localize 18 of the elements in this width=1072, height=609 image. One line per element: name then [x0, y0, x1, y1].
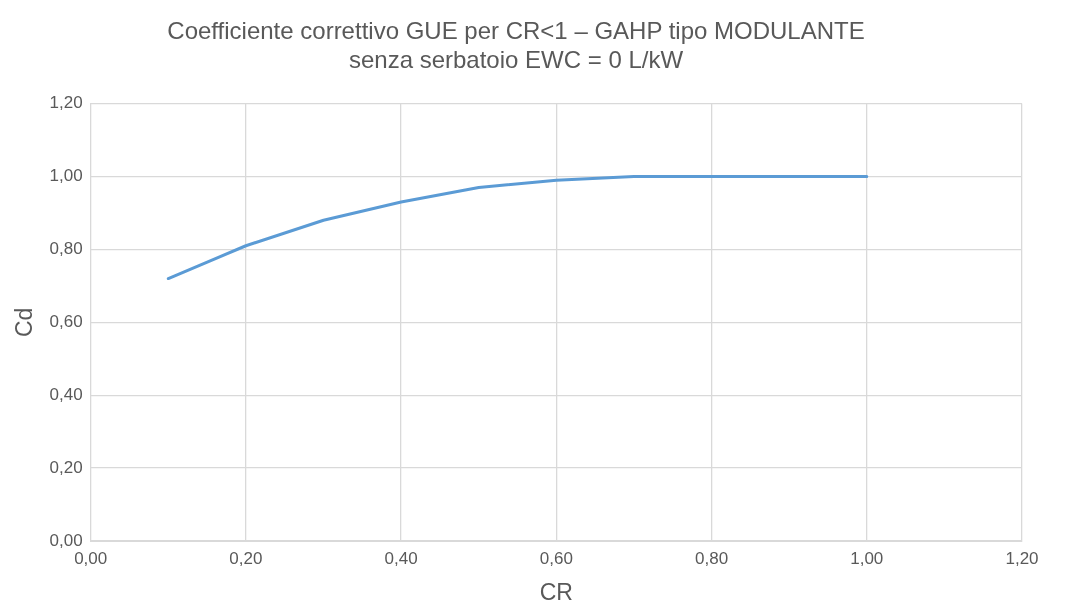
x-tick-label: 0,00: [74, 548, 108, 568]
y-tick-label: 1,00: [49, 166, 83, 186]
x-tick-label: 1,00: [850, 548, 884, 568]
x-tick-label: 0,60: [539, 548, 573, 568]
x-axis-title: CR: [539, 578, 573, 605]
chart-subtitle: senza serbatoio EWC = 0 L/kW: [348, 45, 684, 73]
x-tick-label: 1,20: [1005, 548, 1039, 568]
y-tick-label: 1,20: [49, 93, 83, 113]
y-tick-label: 0,20: [49, 457, 83, 477]
y-tick-label: 0,80: [49, 239, 83, 259]
y-tick-label: 0,40: [49, 384, 83, 404]
x-tick-label: 0,40: [384, 548, 418, 568]
x-tick-label: 0,80: [695, 548, 729, 568]
x-tick-label: 0,20: [229, 548, 263, 568]
y-tick-label: 0,60: [49, 311, 83, 331]
y-axis-title: Cd: [11, 307, 38, 337]
chart-title: Coefficiente correttivo GUE per CR<1 – GAHP tipo MODULANTE: [167, 17, 865, 45]
y-tick-label: 0,00: [49, 530, 83, 550]
